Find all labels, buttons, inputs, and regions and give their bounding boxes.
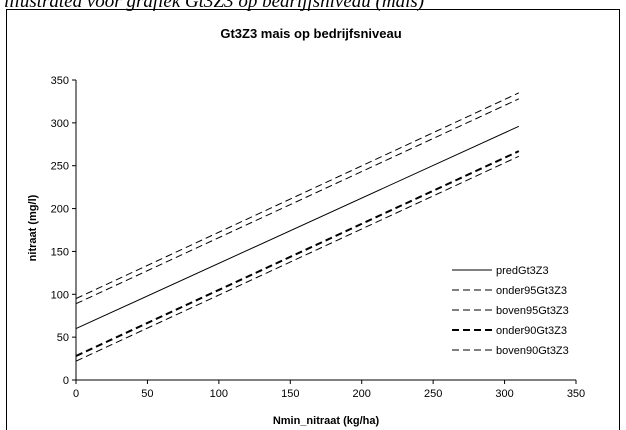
chart-title: Gt3Z3 mais op bedrijfsniveau: [220, 26, 401, 41]
y-tick-label: 300: [51, 118, 69, 130]
series-line-boven95Gt3Z3: [75, 92, 520, 300]
axes: 0 50 100 150 200 250 300 350 0 50 100 150 200 250 300 3…: [51, 75, 586, 400]
y-tick-label: 100: [51, 289, 69, 301]
x-axis-label: Nmin_nitraat (kg/ha): [273, 415, 380, 427]
y-tick-label: 350: [51, 75, 69, 87]
series-line-predGt3Z3: [75, 125, 520, 330]
legend-label-boven90Gt3Z3: boven90Gt3Z3: [496, 345, 569, 357]
legend-label-onder95Gt3Z3: onder95Gt3Z3: [496, 285, 567, 297]
legend-label-onder90Gt3Z3: onder90Gt3Z3: [496, 325, 567, 337]
series-line-boven90Gt3Z3: [75, 98, 520, 305]
series-line-onder95Gt3Z3: [75, 155, 520, 362]
y-tick-label: 50: [57, 332, 69, 344]
series-line-onder90Gt3Z3: [75, 150, 520, 357]
y-axis-label: nitraat (mg/l): [27, 194, 39, 261]
x-tick-label: 200: [353, 388, 371, 400]
x-tick-label: 250: [424, 388, 442, 400]
series-lines: [75, 92, 520, 362]
x-tick-label: 300: [495, 388, 513, 400]
x-tick-label: 50: [141, 388, 153, 400]
legend-label-predGt3Z3: predGt3Z3: [496, 265, 549, 277]
y-tick-label: 0: [63, 375, 69, 387]
y-tick-label: 150: [51, 246, 69, 258]
x-tick-label: 150: [281, 388, 299, 400]
x-tick-label: 350: [567, 388, 585, 400]
page-caption: illustrated voor grafiek Gt3Z3 op bedrij…: [4, 0, 425, 11]
y-tick-label: 250: [51, 161, 69, 173]
legend-label-boven95Gt3Z3: boven95Gt3Z3: [496, 305, 569, 317]
y-tick-label: 200: [51, 204, 69, 216]
x-tick-label: 0: [73, 388, 79, 400]
x-tick-label: 100: [210, 388, 228, 400]
legend: predGt3Z3 onder95Gt3Z3 boven95Gt3Z3 onder90…: [452, 265, 569, 357]
chart-frame: [6, 9, 620, 430]
